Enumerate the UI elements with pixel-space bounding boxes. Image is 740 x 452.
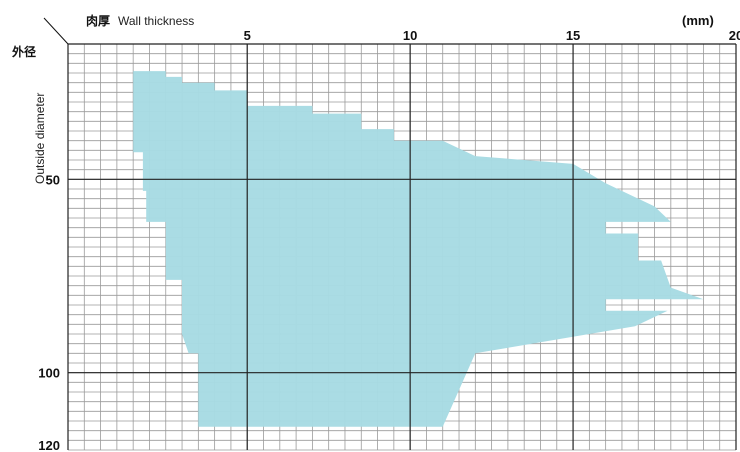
y-tick-label: 50	[46, 172, 60, 187]
unit-label: (mm)	[682, 13, 714, 28]
x-tick-label: 5	[244, 28, 251, 43]
y-tick-labels: 50 100 120	[38, 172, 60, 452]
x-tick-labels: 5 10 15 20	[244, 28, 740, 43]
y-tick-label: 100	[38, 366, 60, 381]
y-axis-label: Outside diameter	[33, 93, 47, 184]
x-tick-label: 15	[566, 28, 580, 43]
y-tick-label: 120	[38, 438, 60, 452]
corner-divider	[43, 17, 69, 45]
major-gridlines	[67, 43, 737, 450]
x-axis-label: Wall thickness	[118, 14, 194, 28]
x-tick-label: 10	[403, 28, 417, 43]
x-axis-label-japanese: 肉厚	[86, 13, 110, 28]
feasible-region-area	[133, 71, 704, 427]
y-axis-label-japanese: 外径	[12, 44, 36, 59]
x-tick-label: 20	[729, 28, 740, 43]
